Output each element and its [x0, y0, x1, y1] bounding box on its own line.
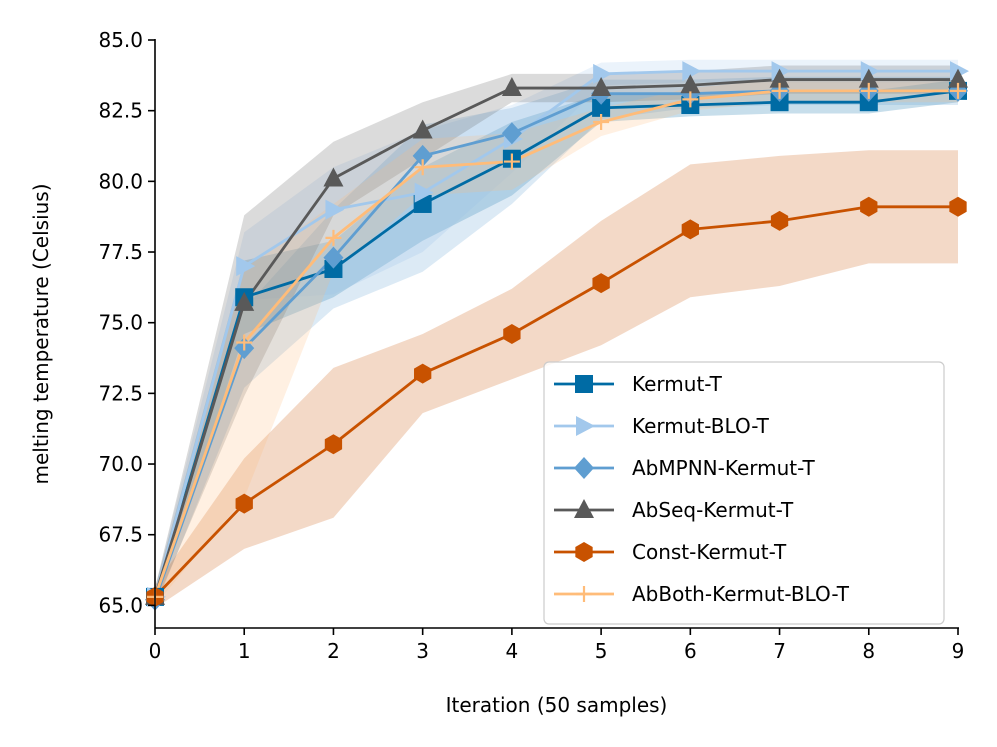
legend-marker-abseq-kermut-t [574, 499, 594, 518]
legend-marker-abmpnn-kermut-t [574, 457, 594, 479]
const-kermut-t-point [235, 493, 253, 514]
kermut-t-point [859, 93, 878, 112]
y-tick-label: 82.5 [98, 99, 143, 123]
x-tick-label: 1 [238, 639, 251, 663]
kermut-blo-t-point [414, 182, 434, 203]
x-tick-label: 7 [773, 639, 786, 663]
kermut-t-point [770, 93, 789, 112]
legend-marker-kermut-blo-t [576, 416, 595, 436]
x-tick-label: 6 [684, 639, 697, 663]
legend-label-abmpnn-kermut-t: AbMPNN-Kermut-T [632, 456, 816, 480]
const-kermut-t-point [949, 196, 967, 217]
kermut-blo-t-line [153, 69, 958, 598]
kermut-blo-t-point [236, 256, 256, 277]
series-lines [153, 69, 959, 601]
legend-label-kermut-blo-t: Kermut-BLO-T [632, 414, 770, 438]
legend-label-abboth-kermut-blo-t: AbBoth-Kermut-BLO-T [632, 582, 850, 606]
abmpnn-kermut-t-point [501, 122, 522, 145]
abseq-kermut-t-point [323, 167, 344, 187]
const-kermut-t-point [592, 273, 610, 294]
abseq-kermut-t-point [858, 68, 879, 88]
legend-marker-kermut-t [575, 375, 593, 393]
y-tick-label: 77.5 [98, 240, 143, 264]
axes: 0 1 2 3 4 5 6 7 8 9 65.0 67.5 70.0 72.5 75.0 77.5 80.0 82… [98, 28, 964, 663]
abseq-kermut-t-point [234, 291, 255, 311]
const-kermut-t-point [770, 210, 789, 231]
x-tick-label: 0 [149, 639, 162, 663]
y-tick-label: 75.0 [98, 311, 143, 335]
x-tick-label: 2 [327, 639, 340, 663]
y-tick-label: 72.5 [98, 381, 143, 405]
abboth-kermut-blo-t-point [771, 82, 788, 99]
abseq-kermut-t-point [591, 77, 612, 97]
abseq-kermut-t-point [680, 74, 701, 94]
x-tick-label: 4 [506, 639, 519, 663]
kermut-t-point [592, 98, 611, 117]
legend-label-const-kermut-t: Const-Kermut-T [632, 540, 787, 564]
legend-marker-abboth-kermut-blo-t [576, 586, 592, 602]
confidence-bands [155, 59, 958, 609]
legend-frame [543, 361, 945, 625]
legend-label-abseq-kermut-t: AbSeq-Kermut-T [632, 498, 794, 522]
legend-marker-const-kermut-t [575, 542, 593, 562]
abboth-kermut-blo-t-band [155, 79, 958, 606]
abmpnn-kermut-t-band [155, 76, 958, 609]
abmpnn-kermut-t-point [412, 144, 433, 167]
abboth-kermut-blo-t-point [414, 159, 431, 176]
y-tick-label: 80.0 [98, 169, 143, 193]
abboth-kermut-blo-t-line [153, 89, 958, 598]
abboth-kermut-blo-t-point [593, 113, 610, 130]
const-kermut-t-point [324, 434, 343, 455]
legend-label-kermut-t: Kermut-T [632, 372, 723, 396]
y-tick-label: 85.0 [98, 28, 143, 52]
kermut-blo-t-point [593, 63, 613, 84]
abseq-kermut-t-point [948, 68, 968, 88]
x-tick-label: 8 [862, 639, 875, 663]
legend: Kermut-T Kermut-BLO-T AbMPNN-Kermut-T AbSeq… [543, 361, 945, 625]
const-kermut-t-point [860, 196, 878, 217]
const-kermut-t-point [503, 324, 521, 344]
abseq-kermut-t-point [769, 68, 790, 88]
abseq-kermut-t-point [501, 77, 522, 97]
abboth-kermut-blo-t-point [236, 334, 253, 351]
x-axis-label: Iteration (50 samples) [446, 693, 668, 717]
abmpnn-kermut-t-point [323, 246, 344, 269]
abseq-kermut-t-band [155, 65, 958, 606]
x-tick-label: 9 [952, 639, 965, 663]
abseq-kermut-t-line [153, 78, 958, 598]
x-tick-label: 5 [595, 639, 608, 663]
x-tick-label: 3 [416, 639, 429, 663]
const-kermut-t-line [153, 205, 958, 598]
const-kermut-t-point [414, 363, 432, 384]
kermut-blo-t-point [325, 199, 345, 220]
kermut-blo-t-point [682, 61, 702, 82]
kermut-blo-t-band [155, 59, 958, 606]
abboth-kermut-blo-t-point [503, 153, 520, 170]
abboth-kermut-blo-t-point [860, 82, 877, 99]
y-tick-label: 67.5 [98, 523, 143, 547]
abboth-kermut-blo-t-point [950, 82, 966, 99]
const-kermut-t-point [681, 219, 699, 240]
abseq-kermut-t-point [412, 119, 433, 139]
kermut-t-line [153, 89, 959, 598]
kermut-t-point [324, 259, 343, 278]
const-kermut-t-band [155, 150, 958, 609]
abboth-kermut-blo-t-point [325, 229, 342, 246]
y-axis-label: melting temperature (Celsius) [29, 183, 53, 484]
y-tick-label: 70.0 [98, 452, 143, 476]
y-tick-label: 65.0 [98, 593, 143, 617]
abboth-kermut-blo-t-point [682, 91, 699, 108]
